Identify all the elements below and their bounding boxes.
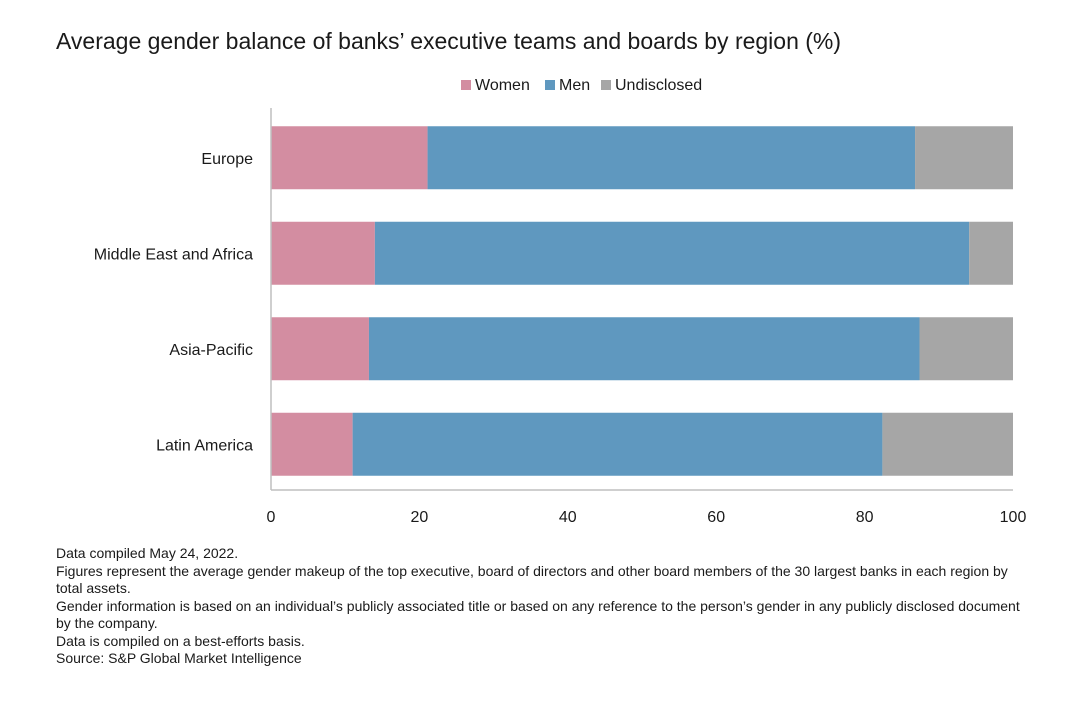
legend-label-undisclosed: Undisclosed xyxy=(615,77,702,94)
bar-undisclosed xyxy=(882,412,1013,476)
category-label: Asia-Pacific xyxy=(169,342,253,359)
x-tick-label: 80 xyxy=(856,509,874,526)
x-tick-label: 100 xyxy=(1000,509,1027,526)
legend-swatch-women xyxy=(461,80,471,90)
bar-undisclosed xyxy=(969,221,1013,285)
legend-label-men: Men xyxy=(559,77,590,94)
bar-women xyxy=(271,412,353,476)
footnotes: Data compiled May 24, 2022. Figures repr… xyxy=(56,545,1036,668)
category-label: Latin America xyxy=(156,437,253,454)
note-source: Source: S&P Global Market Intelligence xyxy=(56,650,302,666)
stacked-bar-chart: Women Men Undisclosed Europe Middle East and… xyxy=(94,77,1027,526)
category-label: Europe xyxy=(201,151,253,168)
legend-swatch-men xyxy=(545,80,555,90)
chart-title: Average gender balance of banks’ executi… xyxy=(56,28,842,54)
bar-women xyxy=(271,126,428,190)
bar-women xyxy=(271,221,375,285)
bar-undisclosed xyxy=(915,126,1013,190)
note-best-efforts: Data is compiled on a best-efforts basis… xyxy=(56,632,305,649)
bar-women xyxy=(271,317,369,381)
bar-men xyxy=(427,126,916,190)
x-tick-label: 40 xyxy=(559,509,577,526)
legend-swatch-undisclosed xyxy=(601,80,611,90)
note-figures: Figures represent the average gender mak… xyxy=(56,562,1008,597)
note-date: Data compiled May 24, 2022. xyxy=(56,545,239,561)
category-label: Middle East and Africa xyxy=(94,246,253,263)
note-gender-info: Gender information is based on an indivi… xyxy=(56,597,1020,632)
legend-label-women: Women xyxy=(475,77,530,94)
bar-men xyxy=(374,221,970,285)
x-tick-label: 60 xyxy=(707,509,725,526)
x-tick-label: 20 xyxy=(411,509,429,526)
bar-men xyxy=(368,317,920,381)
bar-men xyxy=(352,412,883,476)
bar-undisclosed xyxy=(919,317,1013,381)
x-tick-label: 0 xyxy=(267,509,276,526)
